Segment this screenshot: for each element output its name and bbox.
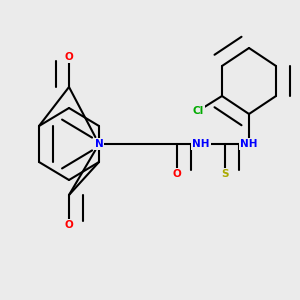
Text: Cl: Cl (192, 106, 204, 116)
Text: N: N (94, 139, 103, 149)
Text: O: O (172, 169, 182, 179)
Text: O: O (64, 220, 74, 230)
Text: O: O (64, 52, 74, 62)
Text: NH: NH (192, 139, 210, 149)
Text: S: S (221, 169, 229, 179)
Text: NH: NH (240, 139, 258, 149)
